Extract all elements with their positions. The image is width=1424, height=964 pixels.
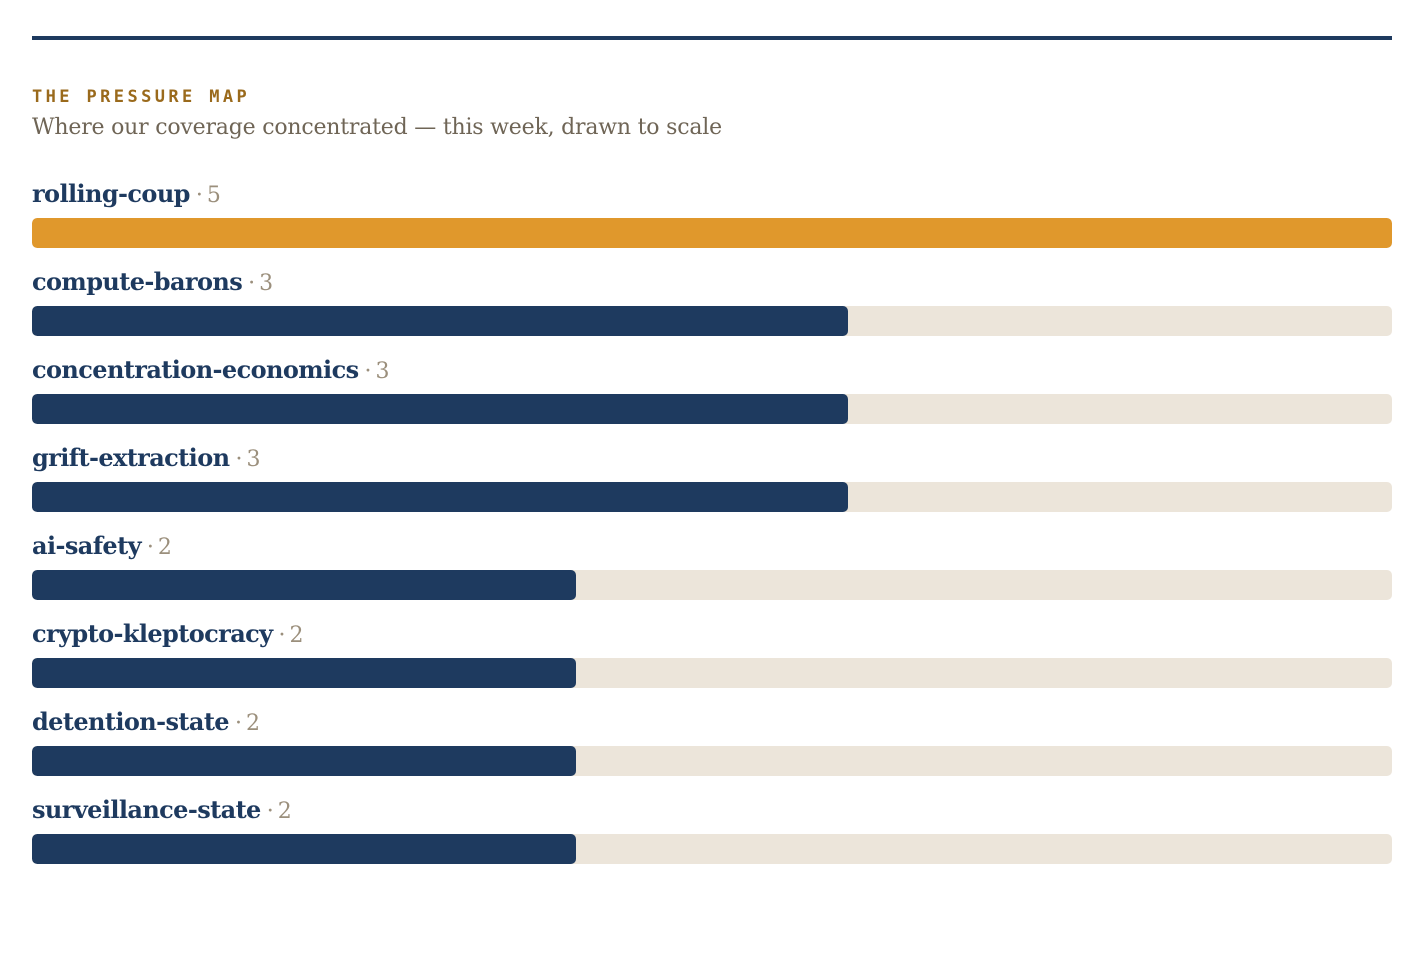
value-label: 2: [277, 799, 292, 824]
value-label: 3: [259, 271, 274, 296]
category-label: surveillance-state: [32, 795, 261, 824]
separator-dot: ·: [195, 183, 203, 208]
bar: [32, 834, 576, 864]
bar-track: [32, 746, 1392, 776]
separator-dot: ·: [248, 271, 256, 296]
category-label: concentration-economics: [32, 355, 359, 384]
bar-row: crypto-kleptocracy · 2: [32, 618, 1392, 706]
bar: [32, 394, 848, 424]
value-label: 2: [157, 535, 172, 560]
bar-track: [32, 658, 1392, 688]
bar-row: surveillance-state · 2: [32, 794, 1392, 882]
section-kicker: THE PRESSURE MAP: [32, 87, 251, 107]
bar-label: detention-state · 2: [32, 706, 260, 738]
value-label: 3: [246, 447, 261, 472]
bar-track: [32, 834, 1392, 864]
bar-label: grift-extraction · 3: [32, 442, 260, 474]
bar-track: [32, 394, 1392, 424]
bar-row: grift-extraction · 3: [32, 442, 1392, 530]
category-label: crypto-kleptocracy: [32, 619, 273, 648]
separator-dot: ·: [364, 359, 372, 384]
bar-track: [32, 482, 1392, 512]
bar-track: [32, 218, 1392, 248]
bar: [32, 746, 576, 776]
value-label: 2: [245, 711, 260, 736]
bar-row: concentration-economics · 3: [32, 354, 1392, 442]
bar: [32, 658, 576, 688]
separator-dot: ·: [235, 447, 243, 472]
category-label: compute-barons: [32, 267, 243, 296]
bar: [32, 482, 848, 512]
category-label: ai-safety: [32, 531, 142, 560]
bar-label: crypto-kleptocracy · 2: [32, 618, 304, 650]
bar-row: detention-state · 2: [32, 706, 1392, 794]
category-label: grift-extraction: [32, 443, 230, 472]
value-label: 2: [289, 623, 304, 648]
value-label: 5: [206, 183, 221, 208]
separator-dot: ·: [278, 623, 286, 648]
separator-dot: ·: [266, 799, 274, 824]
category-label: detention-state: [32, 707, 230, 736]
bar: [32, 306, 848, 336]
separator-dot: ·: [234, 711, 242, 736]
bar-label: ai-safety · 2: [32, 530, 172, 562]
bar-row: rolling-coup · 5: [32, 178, 1392, 266]
bar: [32, 570, 576, 600]
separator-dot: ·: [146, 535, 154, 560]
bar-label: surveillance-state · 2: [32, 794, 292, 826]
bar-label: concentration-economics · 3: [32, 354, 390, 386]
bar-row: ai-safety · 2: [32, 530, 1392, 618]
bar-track: [32, 570, 1392, 600]
pressure-map-panel: THE PRESSURE MAP Where our coverage conc…: [32, 36, 1392, 864]
bar: [32, 218, 1392, 248]
bar-label: rolling-coup · 5: [32, 178, 221, 210]
top-rule: [32, 36, 1392, 40]
section-subtitle: Where our coverage concentrated — this w…: [32, 115, 722, 140]
bar-track: [32, 306, 1392, 336]
category-label: rolling-coup: [32, 179, 190, 208]
bar-label: compute-barons · 3: [32, 266, 273, 298]
bar-row: compute-barons · 3: [32, 266, 1392, 354]
value-label: 3: [375, 359, 390, 384]
